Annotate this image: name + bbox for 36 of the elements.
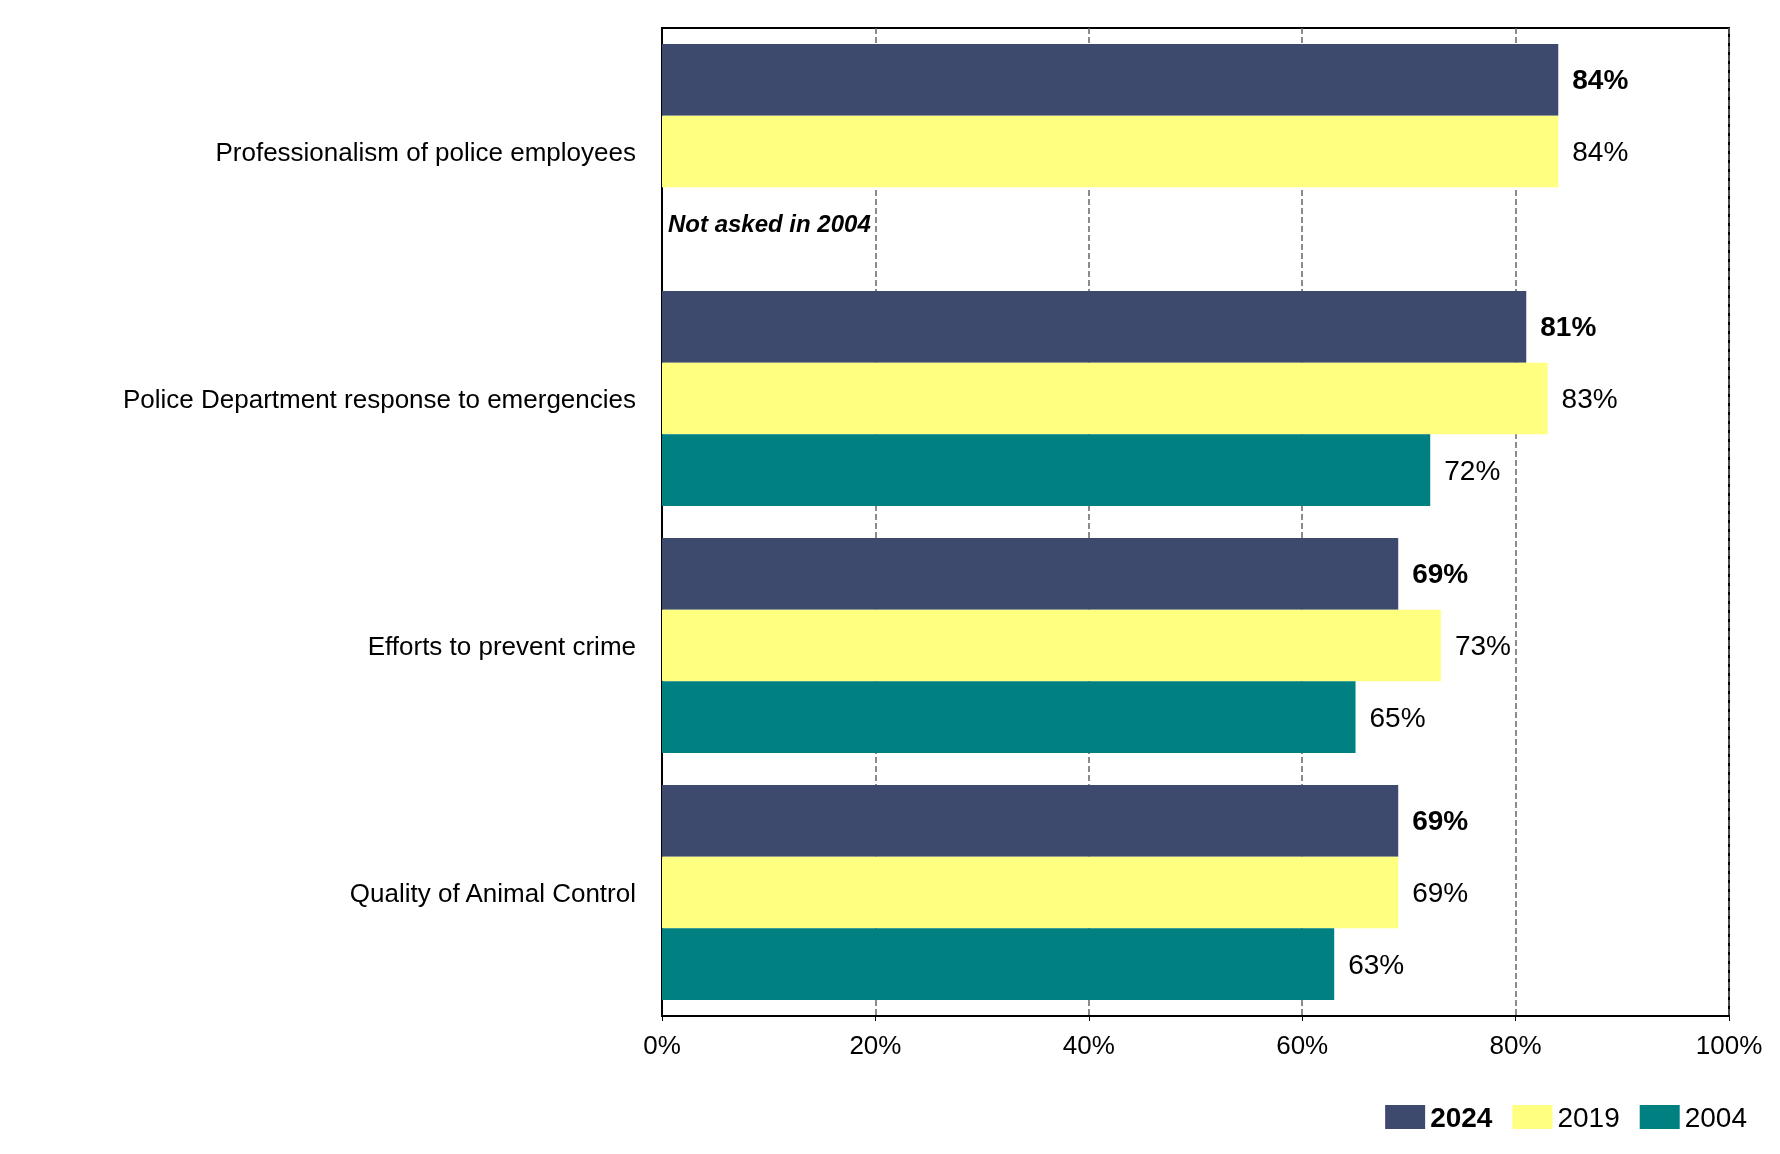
bar	[662, 538, 1399, 610]
bar	[662, 928, 1335, 1000]
bar	[662, 362, 1548, 435]
x-tick-label: 80%	[1489, 1030, 1542, 1060]
bar	[662, 681, 1356, 753]
text: 72%	[1444, 454, 1501, 486]
bar	[662, 434, 1431, 506]
y-tick-label: Professionalism of police employees	[215, 136, 636, 167]
legend-label: 2024	[1430, 1101, 1493, 1133]
bar	[662, 115, 1559, 188]
x-tick-label: 0%	[643, 1030, 681, 1060]
y-tick-label: Quality of Animal Control	[349, 877, 636, 908]
text: 69%	[1412, 558, 1469, 590]
annotation: Not asked in 2004	[668, 209, 871, 237]
bar	[662, 609, 1441, 682]
bar	[662, 856, 1399, 929]
bar	[662, 291, 1527, 363]
text: 69%	[1412, 805, 1469, 837]
x-tick-label: 100%	[1695, 1030, 1763, 1060]
text: 65%	[1369, 701, 1426, 733]
text: 69%	[1412, 877, 1469, 908]
x-tick-label: 20%	[849, 1030, 902, 1060]
text: 84%	[1572, 136, 1629, 167]
x-tick-label: 40%	[1062, 1030, 1115, 1060]
legend-label: 2019	[1557, 1101, 1620, 1133]
text: 81%	[1540, 311, 1597, 343]
bar	[662, 785, 1399, 857]
bar	[662, 44, 1559, 116]
y-tick-label: Police Department response to emergencies	[122, 383, 636, 414]
text: 73%	[1454, 630, 1511, 661]
text: 83%	[1561, 383, 1618, 414]
y-tick-label: Efforts to prevent crime	[367, 630, 636, 661]
x-tick-label: 60%	[1276, 1030, 1329, 1060]
legend-label: 2004	[1684, 1101, 1748, 1133]
text: 63%	[1348, 948, 1405, 980]
text: 84%	[1572, 64, 1629, 96]
